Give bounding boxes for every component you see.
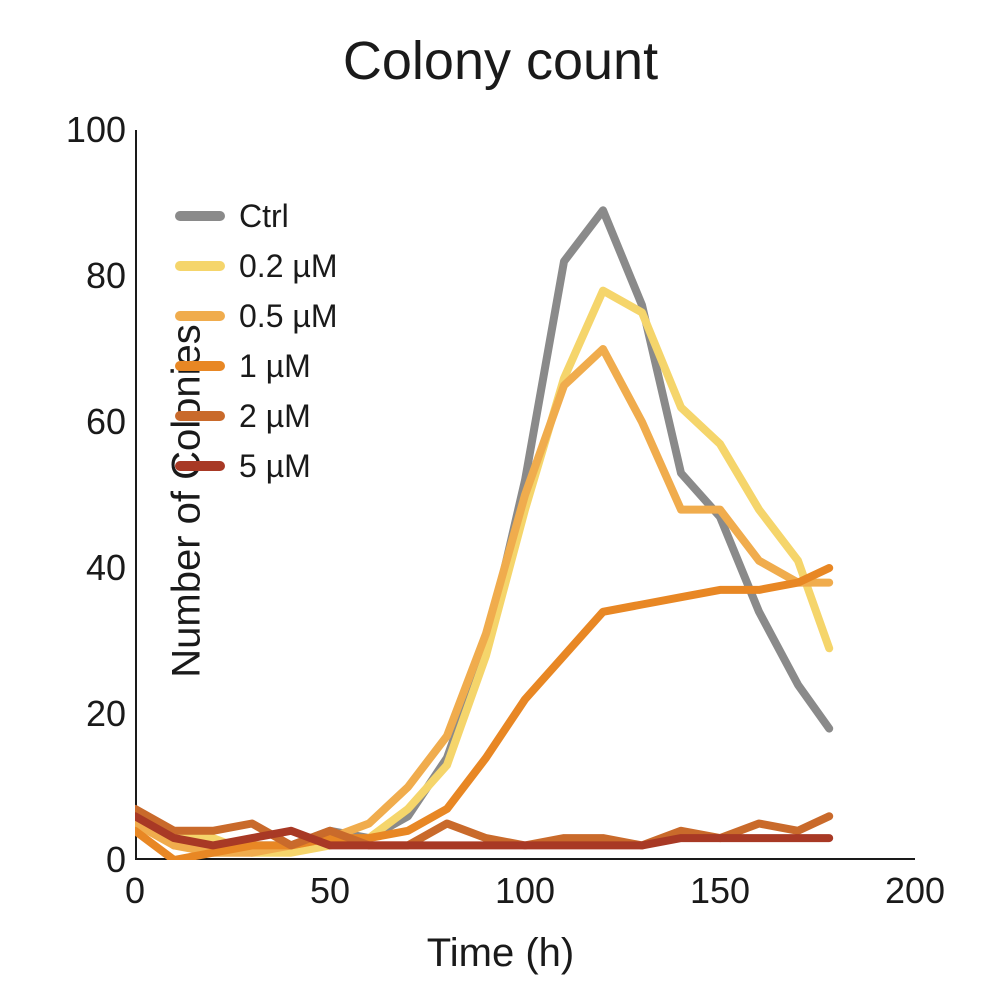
legend-label: Ctrl: [239, 198, 289, 235]
legend-item: 0.2 µM: [175, 245, 337, 287]
legend-item: 2 µM: [175, 395, 337, 437]
legend-swatch: [175, 211, 225, 221]
y-tick-label: 0: [106, 839, 126, 881]
chart-title: Colony count: [0, 30, 1001, 92]
y-tick-label: 100: [66, 109, 126, 151]
legend-swatch: [175, 261, 225, 271]
legend: Ctrl 0.2 µM 0.5 µM 1 µM 2 µM 5 µM: [175, 195, 337, 495]
series-line: [135, 568, 829, 860]
legend-swatch: [175, 361, 225, 371]
legend-item: Ctrl: [175, 195, 337, 237]
legend-label: 5 µM: [239, 448, 311, 485]
x-tick-label: 200: [885, 870, 945, 912]
legend-item: 0.5 µM: [175, 295, 337, 337]
y-tick-label: 40: [86, 547, 126, 589]
chart-container: Colony count Number of Colonies Time (h)…: [0, 0, 1001, 1001]
legend-item: 5 µM: [175, 445, 337, 487]
legend-label: 1 µM: [239, 348, 311, 385]
legend-label: 0.2 µM: [239, 248, 337, 285]
legend-swatch: [175, 311, 225, 321]
y-tick-label: 60: [86, 401, 126, 443]
y-tick-label: 80: [86, 255, 126, 297]
legend-label: 2 µM: [239, 398, 311, 435]
legend-item: 1 µM: [175, 345, 337, 387]
x-tick-label: 100: [495, 870, 555, 912]
x-tick-label: 0: [125, 870, 145, 912]
y-tick-label: 20: [86, 693, 126, 735]
series-line: [135, 816, 829, 845]
x-tick-label: 50: [310, 870, 350, 912]
legend-label: 0.5 µM: [239, 298, 337, 335]
x-axis-label: Time (h): [0, 931, 1001, 976]
legend-swatch: [175, 461, 225, 471]
x-tick-label: 150: [690, 870, 750, 912]
legend-swatch: [175, 411, 225, 421]
